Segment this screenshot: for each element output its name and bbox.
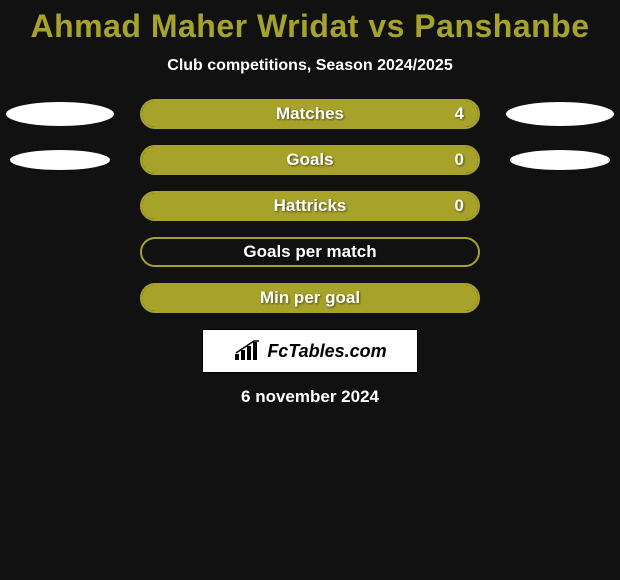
stat-bar: Goals 0 <box>140 145 480 175</box>
stat-row: Min per goal <box>0 283 620 313</box>
brand-text: FcTables.com <box>267 341 386 362</box>
right-ellipse-slot <box>500 102 620 126</box>
stat-label: Goals <box>286 150 333 170</box>
page-title: Ahmad Maher Wridat vs Panshanbe <box>0 8 620 45</box>
stat-label: Hattricks <box>274 196 347 216</box>
left-ellipse-slot <box>0 150 120 170</box>
stat-value: 4 <box>455 104 464 124</box>
infographic-container: Ahmad Maher Wridat vs Panshanbe Club com… <box>0 0 620 580</box>
left-ellipse <box>10 150 110 170</box>
stat-row: Matches 4 <box>0 99 620 129</box>
stat-row: Goals per match <box>0 237 620 267</box>
stat-bar: Goals per match <box>140 237 480 267</box>
left-ellipse-slot <box>0 102 120 126</box>
brand-box: FcTables.com <box>202 329 418 373</box>
left-ellipse <box>6 102 114 126</box>
right-ellipse <box>510 150 610 170</box>
stat-row: Hattricks 0 <box>0 191 620 221</box>
stat-value: 0 <box>455 150 464 170</box>
date-text: 6 november 2024 <box>0 387 620 407</box>
stat-label: Goals per match <box>243 242 376 262</box>
stat-bar: Matches 4 <box>140 99 480 129</box>
stat-value: 0 <box>455 196 464 216</box>
subtitle: Club competitions, Season 2024/2025 <box>0 57 620 75</box>
stats-rows: Matches 4 Goals 0 Hattri <box>0 99 620 313</box>
stat-label: Min per goal <box>260 288 360 308</box>
right-ellipse-slot <box>500 150 620 170</box>
stat-row: Goals 0 <box>0 145 620 175</box>
bar-chart-icon <box>233 340 261 362</box>
stat-bar: Hattricks 0 <box>140 191 480 221</box>
stat-bar: Min per goal <box>140 283 480 313</box>
right-ellipse <box>506 102 614 126</box>
stat-label: Matches <box>276 104 344 124</box>
